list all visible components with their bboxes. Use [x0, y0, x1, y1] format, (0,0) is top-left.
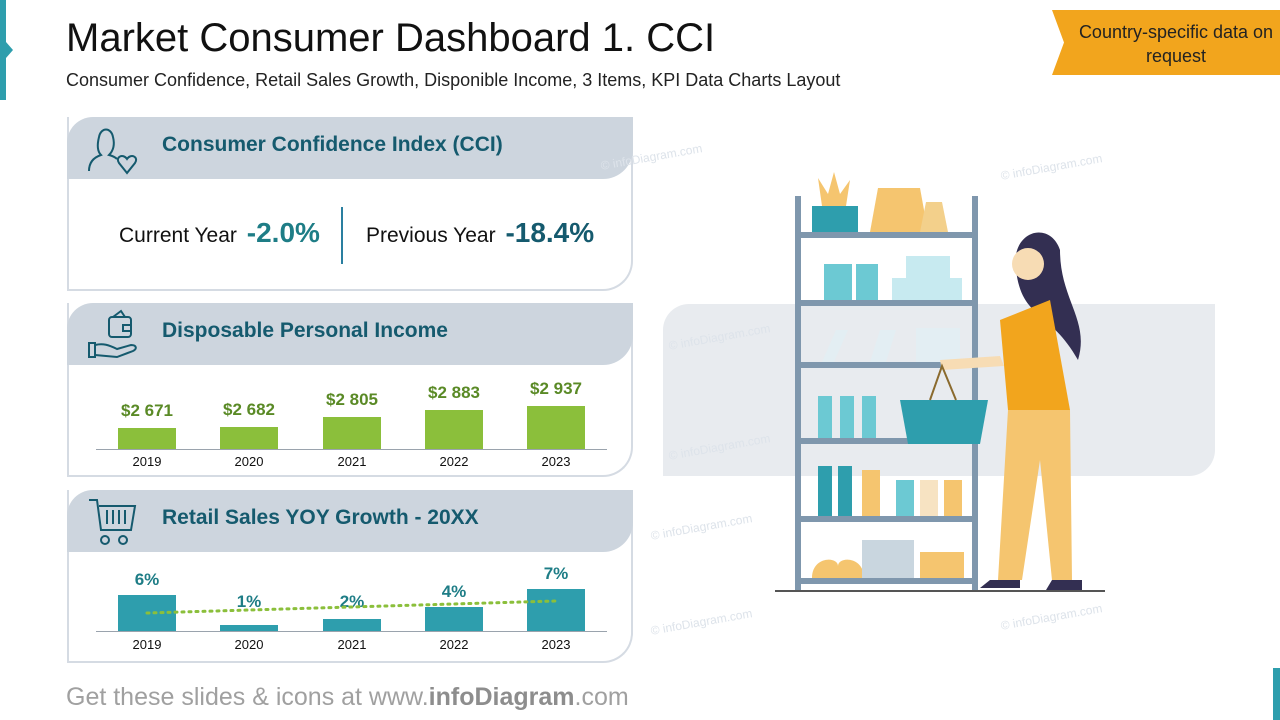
- retail-data-label: 4%: [441, 582, 467, 601]
- retail-card-header: Retail Sales YOY Growth - 20XX: [67, 490, 633, 552]
- cci-title: Consumer Confidence Index (CCI): [162, 133, 503, 156]
- retail-bar: [425, 607, 483, 631]
- retail-year-label: 2023: [541, 637, 571, 652]
- income-year-label: 2022: [439, 454, 469, 469]
- income-axis: [96, 449, 607, 450]
- income-card: Disposable Personal Income $2 671 2019 $2 …: [67, 303, 633, 477]
- income-bar: [118, 427, 176, 449]
- retail-year-label: 2019: [132, 637, 162, 652]
- income-bar: [323, 416, 381, 449]
- footer-text[interactable]: Get these slides & icons at www.infoDiag…: [66, 683, 629, 712]
- badge-text: Country-specific data on request: [1078, 22, 1274, 66]
- income-bar: [425, 410, 483, 449]
- watermark: © infoDiagram.com: [649, 511, 754, 543]
- retail-data-label: 1%: [236, 592, 262, 611]
- retail-data-label: 2%: [339, 592, 365, 611]
- current-year-kpi: Current Year -2.0%: [119, 217, 320, 249]
- previous-year-kpi: Previous Year -18.4%: [366, 217, 594, 249]
- retail-year-label: 2022: [439, 637, 469, 652]
- corner-accent: [1273, 668, 1280, 720]
- income-year-label: 2021: [337, 454, 367, 469]
- income-title: Disposable Personal Income: [162, 319, 448, 342]
- country-data-badge[interactable]: Country-specific data on request: [1052, 10, 1280, 75]
- income-card-header: Disposable Personal Income: [67, 303, 633, 365]
- current-year-label: Current Year: [119, 224, 237, 247]
- person-heart-icon: [88, 128, 137, 175]
- cci-card: Consumer Confidence Index (CCI) Current …: [67, 117, 633, 291]
- income-year-label: 2020: [234, 454, 264, 469]
- income-data-label: $2 671: [121, 400, 173, 420]
- income-data-label: $2 883: [428, 383, 480, 403]
- kpi-divider: [341, 207, 343, 264]
- retail-title: Retail Sales YOY Growth - 20XX: [162, 506, 479, 529]
- hand-wallet-icon: [88, 309, 137, 359]
- page-subtitle: Consumer Confidence, Retail Sales Growth…: [66, 70, 841, 90]
- retail-card: Retail Sales YOY Growth - 20XX 6% 2019 1% 2…: [67, 490, 633, 663]
- retail-bar: [323, 619, 381, 631]
- income-year-label: 2023: [541, 454, 571, 469]
- footer-suffix: .com: [574, 683, 629, 711]
- shopping-cart-icon: [89, 499, 137, 545]
- retail-year-label: 2021: [337, 637, 367, 652]
- retail-year-label: 2020: [234, 637, 264, 652]
- retail-bar: [527, 589, 585, 631]
- footer-brand: infoDiagram: [428, 683, 575, 711]
- watermark: © infoDiagram.com: [649, 606, 754, 638]
- income-data-label: $2 805: [326, 389, 378, 409]
- income-bar: [220, 427, 278, 449]
- cci-card-header: Consumer Confidence Index (CCI): [67, 117, 633, 179]
- accent-bar: [0, 0, 6, 100]
- retail-data-label: 6%: [134, 570, 160, 589]
- retail-data-label: 7%: [543, 564, 569, 583]
- previous-year-label: Previous Year: [366, 224, 496, 247]
- previous-year-value: -18.4%: [505, 217, 595, 248]
- footer-prefix: Get these slides & icons at www.: [66, 683, 429, 711]
- retail-axis: [96, 631, 607, 632]
- accent-arrow: [6, 42, 13, 58]
- watermark: © infoDiagram.com: [999, 601, 1104, 633]
- page-title: Market Consumer Dashboard 1. CCI: [66, 16, 716, 60]
- income-bar: [527, 405, 585, 449]
- income-year-label: 2019: [132, 454, 162, 469]
- retail-bar: [118, 595, 176, 631]
- retail-bar: [220, 625, 278, 631]
- shopper-shelf-illustration: [775, 172, 1105, 592]
- current-year-value: -2.0%: [246, 217, 320, 248]
- income-data-label: $2 937: [530, 378, 582, 398]
- income-data-label: $2 682: [223, 400, 275, 420]
